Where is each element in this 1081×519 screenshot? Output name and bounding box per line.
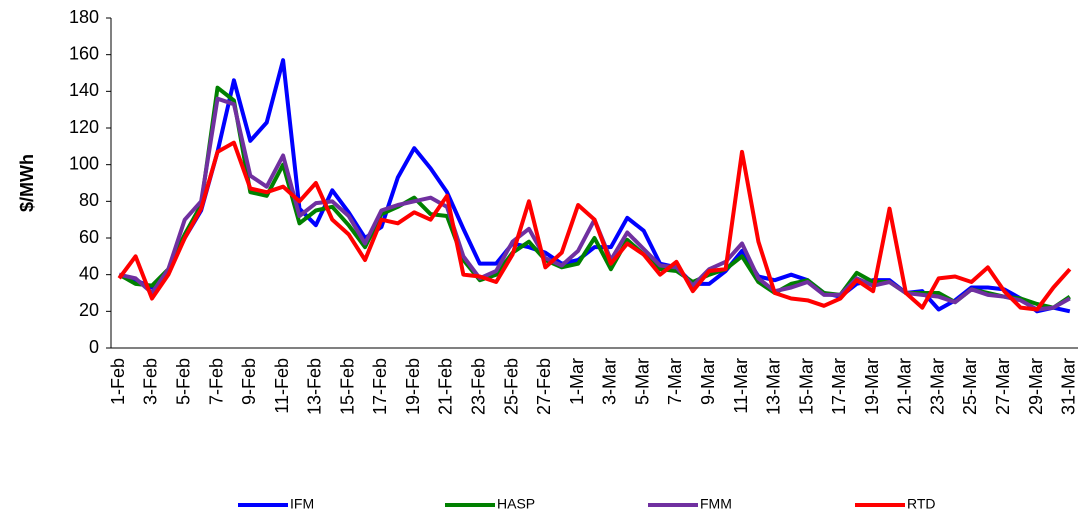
- x-tick-label: 29-Mar: [1026, 358, 1046, 415]
- y-tick-label: 60: [79, 227, 99, 247]
- x-tick-label: 7-Feb: [206, 358, 226, 405]
- legend-label: IFM: [290, 496, 314, 512]
- x-tick-label: 13-Feb: [305, 358, 325, 415]
- x-tick-label: 15-Mar: [796, 358, 816, 415]
- series-line: [117, 140, 1072, 312]
- x-tick-label: 15-Feb: [337, 358, 357, 415]
- y-axis-label: $/MWh: [17, 154, 37, 212]
- x-tick-label: 7-Mar: [665, 358, 685, 405]
- x-tick-label: 23-Mar: [927, 358, 947, 415]
- x-tick-label: 9-Mar: [698, 358, 718, 405]
- x-tick-label: 3-Feb: [141, 358, 161, 405]
- x-tick-label: 21-Mar: [895, 358, 915, 415]
- x-tick-label: 1-Mar: [567, 358, 587, 405]
- x-tick-label: 3-Mar: [600, 358, 620, 405]
- y-tick-label: 20: [79, 300, 99, 320]
- legend-label: RTD: [907, 496, 936, 512]
- x-tick-label: 27-Mar: [993, 358, 1013, 415]
- y-tick-label: 160: [69, 43, 99, 63]
- y-tick-label: 140: [69, 80, 99, 100]
- x-tick-label: 19-Feb: [403, 358, 423, 415]
- x-tick-label: 5-Feb: [174, 358, 194, 405]
- y-tick-label: 120: [69, 117, 99, 137]
- x-tick-label: 31-Mar: [1059, 358, 1079, 415]
- x-tick-label: 17-Feb: [370, 358, 390, 415]
- y-tick-label: 0: [89, 337, 99, 357]
- x-tick-label: 1-Feb: [108, 358, 128, 405]
- x-tick-label: 13-Mar: [764, 358, 784, 415]
- x-tick-label: 27-Feb: [534, 358, 554, 415]
- x-tick-label: 5-Mar: [632, 358, 652, 405]
- x-tick-label: 19-Mar: [862, 358, 882, 415]
- x-tick-label: 25-Mar: [960, 358, 980, 415]
- x-tick-label: 9-Feb: [239, 358, 259, 405]
- x-tick-label: 11-Mar: [731, 358, 751, 414]
- series-line: [118, 85, 1071, 310]
- legend-label: FMM: [700, 496, 732, 512]
- x-tick-label: 11-Feb: [272, 358, 292, 414]
- y-tick-label: 180: [69, 7, 99, 27]
- x-tick-label: 25-Feb: [501, 358, 521, 415]
- x-tick-label: 21-Feb: [436, 358, 456, 415]
- x-tick-label: 17-Mar: [829, 358, 849, 415]
- y-tick-label: 100: [69, 153, 99, 173]
- y-tick-label: 40: [79, 263, 99, 283]
- y-tick-label: 80: [79, 190, 99, 210]
- legend-label: HASP: [497, 496, 535, 512]
- x-tick-label: 23-Feb: [469, 358, 489, 415]
